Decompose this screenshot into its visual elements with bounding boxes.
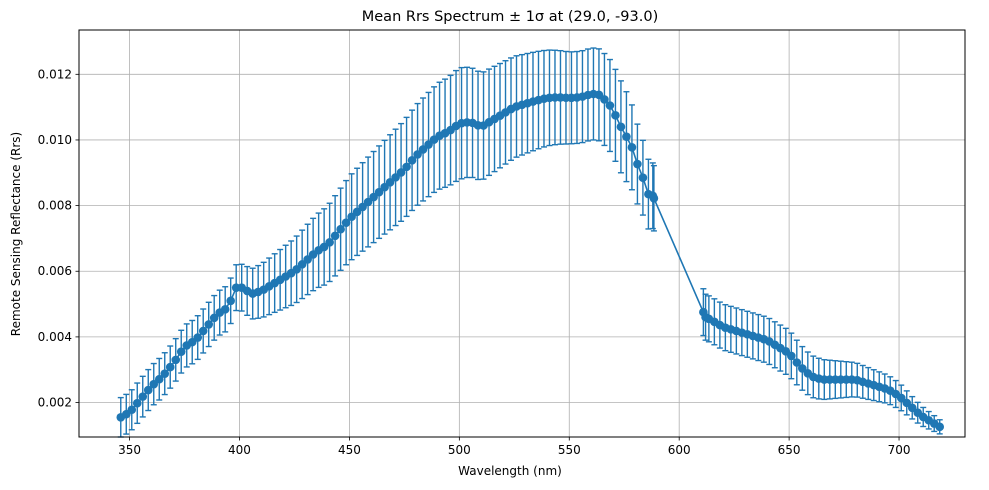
data-point	[132, 398, 142, 408]
axes-frame	[78, 29, 966, 438]
data-point	[616, 122, 626, 132]
data-point	[402, 162, 411, 172]
data-point	[798, 364, 807, 373]
data-point	[358, 202, 367, 212]
data-point	[176, 347, 186, 356]
x-tick-label: 400	[228, 443, 251, 457]
data-point	[418, 145, 428, 154]
data-point	[407, 156, 417, 165]
data-point	[413, 150, 422, 159]
data-point	[198, 326, 208, 336]
data-point	[424, 140, 433, 149]
data-point	[638, 173, 648, 183]
x-tick-label: 700	[888, 443, 911, 457]
data-point	[160, 369, 170, 378]
data-point	[792, 358, 802, 367]
data-point	[380, 182, 389, 192]
data-point	[297, 260, 307, 269]
data-point	[787, 351, 796, 361]
data-point	[902, 398, 912, 408]
data-point	[154, 374, 164, 384]
data-markers	[116, 89, 945, 432]
data-point	[363, 197, 373, 207]
data-point	[347, 212, 356, 222]
data-point	[649, 193, 659, 203]
data-point	[325, 238, 334, 247]
data-point	[303, 255, 312, 264]
data-point	[385, 177, 395, 187]
data-point	[600, 95, 609, 104]
data-point	[374, 187, 384, 197]
data-point	[193, 333, 203, 342]
x-tick-label: 550	[558, 443, 581, 457]
x-tick-label: 350	[118, 443, 141, 457]
data-point	[165, 362, 175, 372]
data-point	[633, 159, 642, 169]
y-axis-ticks: 0.002 0.004 0.006 0.008 0.010 0.012	[38, 67, 79, 410]
data-point	[935, 422, 945, 432]
y-tick-label: 0.006	[38, 264, 72, 278]
data-point	[204, 320, 214, 329]
x-tick-label: 500	[448, 443, 471, 457]
data-point	[209, 313, 219, 323]
data-point	[336, 224, 345, 234]
data-point	[369, 192, 378, 202]
y-tick-label: 0.010	[38, 133, 72, 147]
data-point	[341, 218, 351, 227]
data-point	[226, 296, 235, 306]
y-tick-label: 0.004	[38, 330, 72, 344]
x-tick-label: 650	[778, 443, 801, 457]
data-point	[127, 405, 137, 415]
chart-title: Mean Rrs Spectrum ± 1σ at (29.0, -93.0)	[362, 9, 659, 25]
data-point	[330, 231, 340, 241]
data-point	[143, 385, 153, 395]
y-tick-label: 0.002	[38, 396, 72, 410]
x-tick-label: 600	[668, 443, 691, 457]
y-tick-label: 0.008	[38, 199, 72, 213]
data-point	[907, 403, 917, 413]
data-point	[622, 132, 631, 141]
x-axis-label: Wavelength (nm)	[458, 464, 562, 478]
y-tick-label: 0.012	[38, 67, 72, 81]
y-axis-label: Remote Sensing Reflectance (Rrs)	[9, 132, 23, 336]
data-point	[396, 168, 406, 177]
x-axis-ticks: 350 400 450 500 550 600 650 700	[118, 437, 910, 457]
data-point	[605, 101, 615, 110]
data-point	[171, 355, 181, 365]
data-point	[138, 392, 148, 401]
data-point	[896, 393, 906, 403]
data-point	[292, 264, 301, 274]
data-point	[149, 379, 159, 389]
data-point	[627, 143, 637, 152]
x-tick-label: 450	[338, 443, 361, 457]
data-point	[220, 305, 230, 314]
data-point	[391, 173, 400, 182]
data-point	[352, 207, 362, 217]
data-point	[611, 111, 620, 120]
